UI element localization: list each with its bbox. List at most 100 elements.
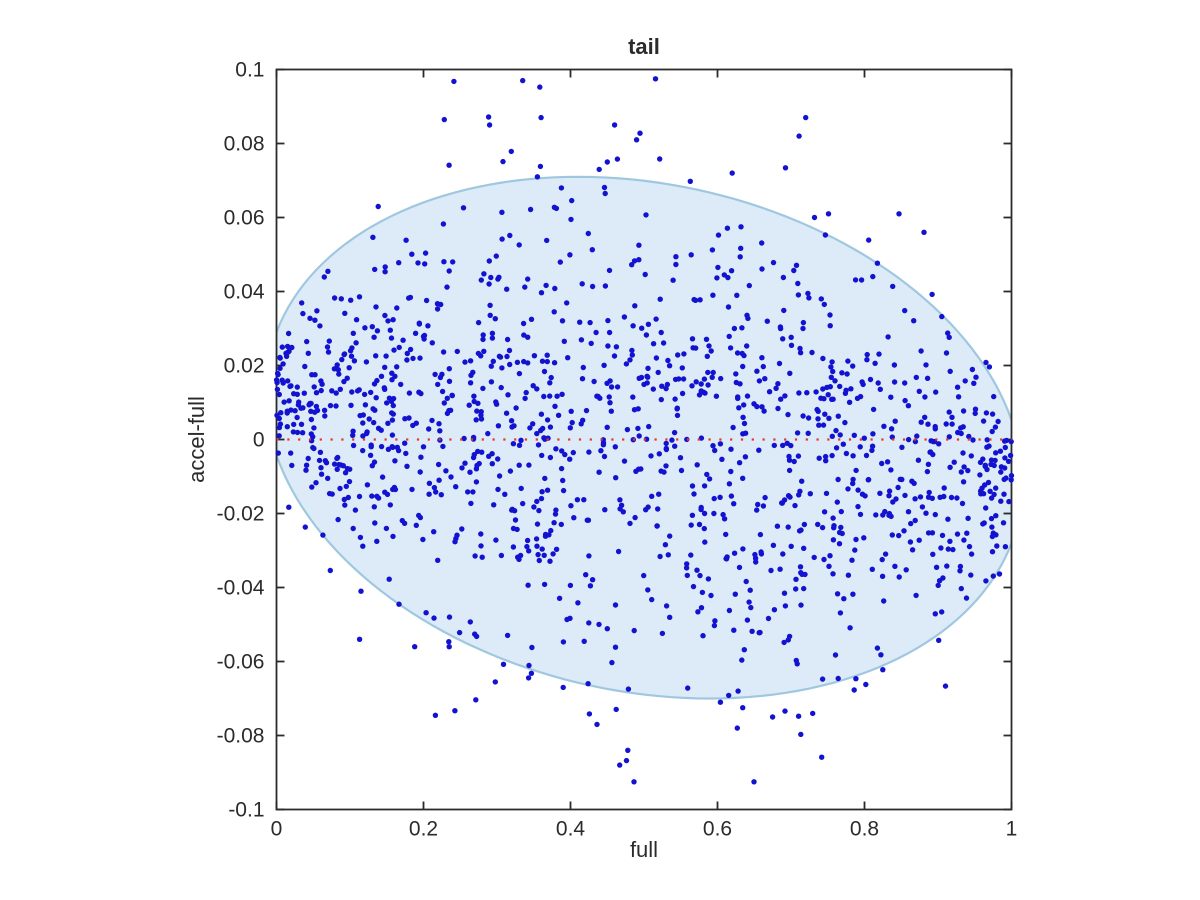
scatter-point (471, 451, 477, 458)
scatter-point (829, 359, 835, 365)
scatter-point (727, 345, 734, 351)
scatter-point (741, 647, 747, 653)
scatter-point (475, 319, 482, 326)
scatter-point (443, 468, 449, 474)
scatter-point-outlier (896, 211, 902, 217)
scatter-point (456, 629, 463, 636)
scatter-point (317, 449, 324, 455)
scatter-point (717, 441, 724, 447)
scatter-point (672, 396, 678, 402)
scatter-point (754, 368, 760, 374)
scatter-point (693, 379, 699, 385)
y-tick-label: 0.02 (224, 355, 265, 378)
scatter-point (331, 295, 338, 301)
scatter-point (560, 477, 566, 484)
scatter-point (495, 486, 501, 493)
scatter-point-outlier (729, 170, 735, 176)
scatter-point (382, 264, 388, 270)
scatter-point (390, 411, 396, 417)
scatter-point (881, 598, 887, 604)
scatter-point (798, 570, 804, 576)
scatter-point (687, 178, 693, 184)
scatter-point (341, 351, 347, 358)
scatter-point (543, 282, 549, 289)
scatter-point (706, 343, 712, 349)
scatter-point (608, 408, 614, 414)
scatter-point (663, 385, 669, 392)
scatter-point (548, 374, 554, 381)
scatter-point (948, 494, 955, 501)
scatter-point (467, 358, 474, 364)
scatter-point (735, 395, 741, 402)
scatter-point (791, 267, 797, 274)
scatter-point (486, 258, 492, 264)
scatter-point (744, 393, 751, 399)
scatter-point (631, 779, 637, 785)
scatter-point (623, 361, 630, 367)
scatter-point (331, 366, 338, 372)
scatter-point (658, 468, 664, 474)
scatter-point (710, 443, 716, 449)
scatter-point (479, 554, 485, 560)
scatter-point (958, 469, 964, 475)
scatter-point (853, 536, 859, 543)
scatter-point (287, 383, 293, 390)
scatter-point (420, 536, 426, 543)
scatter-point (544, 487, 551, 493)
scatter-point (993, 450, 999, 456)
scatter-point (690, 583, 697, 590)
scatter-point (422, 261, 428, 267)
scatter-point (879, 573, 886, 579)
scatter-point (586, 553, 592, 559)
scatter-point (712, 618, 718, 624)
scatter-point (489, 451, 495, 457)
scatter-point (916, 537, 922, 543)
scatter-point (881, 423, 887, 429)
scatter-point (782, 165, 789, 171)
scatter-point (902, 492, 908, 499)
scatter-point (490, 358, 496, 364)
scatter-point (988, 495, 995, 501)
scatter-point (757, 531, 764, 538)
scatter-point (656, 491, 662, 497)
scatter-point (914, 433, 920, 439)
scatter-point (958, 585, 964, 592)
scatter-point (285, 378, 291, 384)
scatter-point (465, 489, 471, 495)
scatter-point (839, 370, 845, 376)
scatter-point (830, 368, 836, 375)
scatter-point (520, 500, 526, 507)
scatter-point (684, 572, 690, 579)
scatter-point (649, 493, 655, 499)
scatter-point (277, 421, 284, 427)
scatter-point (569, 197, 575, 204)
scatter-point (385, 318, 391, 324)
scatter-point (762, 376, 768, 382)
scatter-point (671, 429, 678, 436)
scatter-point (390, 402, 396, 409)
y-tick-label: 0.06 (224, 207, 265, 230)
scatter-point (998, 498, 1004, 504)
scatter-point (580, 364, 586, 371)
scatter-point (786, 633, 793, 640)
scatter-point (855, 487, 861, 493)
scatter-point (785, 524, 791, 530)
scatter-point (933, 389, 939, 395)
scatter-point (350, 442, 357, 449)
scatter-point (541, 368, 548, 375)
scatter-point (909, 547, 916, 553)
scatter-point (907, 539, 914, 545)
scatter-point (301, 390, 307, 396)
scatter-point (404, 357, 410, 363)
scatter-point (778, 396, 784, 402)
scatter-point (460, 205, 467, 211)
scatter-point (969, 366, 976, 373)
scatter-point (837, 383, 843, 390)
scatter-point-outlier (520, 77, 526, 84)
scatter-point (984, 437, 990, 443)
scatter-point-outlier (811, 214, 818, 221)
scatter-point (888, 394, 894, 400)
scatter-point (905, 403, 912, 409)
scatter-point (829, 452, 835, 459)
scatter-point (614, 384, 621, 390)
